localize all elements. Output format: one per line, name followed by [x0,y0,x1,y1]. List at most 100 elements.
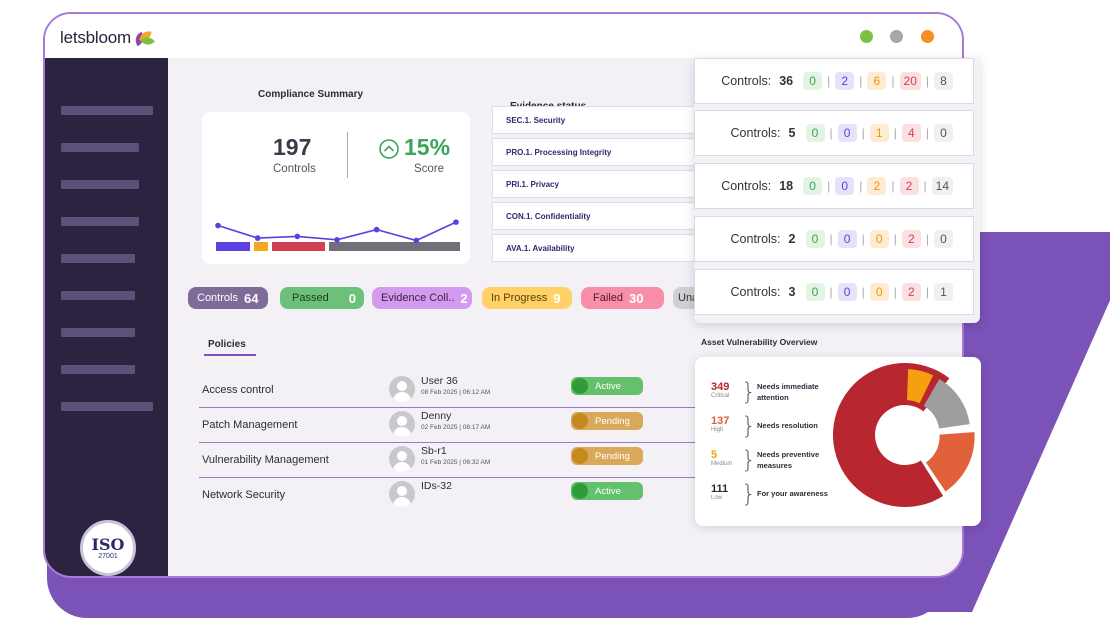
vuln-description: Needs preventive measures [757,450,820,470]
controls-label: Controls: [730,126,781,140]
brace-icon: } [741,480,757,508]
status-badge[interactable]: Active [571,377,643,395]
vuln-severity: Medium [711,461,733,467]
policy-owner: IDs-32 [421,480,452,492]
controls-row[interactable]: Controls: 36 0 | 2 | 6 | 20 | 8 [694,58,974,104]
trend-point [334,237,340,243]
controls-label: Controls: [730,232,781,246]
controls-row[interactable]: Controls: 18 0 | 0 | 2 | 2 | 14 [694,163,974,209]
chip-in-progress: 0 [869,283,889,301]
brand-logo[interactable]: letsbloom [60,28,155,48]
sidebar-item-2[interactable] [61,143,139,152]
progress-segment-red [272,242,325,251]
vulnerability-level-low: 111 Low } For your awareness [711,482,828,506]
policy-owner: Denny [421,410,452,422]
trend-line-chart [215,219,459,244]
pill-in-progress[interactable]: In Progress 9 [482,287,572,309]
status-text: Active [595,380,621,392]
controls-panel: Controls: 36 0 | 2 | 6 | 20 | 8 Controls: 5 … [694,58,980,323]
vuln-severity: High [711,427,724,433]
status-text: Pending [595,450,630,462]
brand-name: letsbloom [60,28,131,47]
policy-row[interactable]: Network Security IDs-32 Active [199,476,719,511]
evidence-item[interactable]: PRI.1. Privacy [492,170,702,198]
evidence-item[interactable]: CON.1. Confidentiality [492,202,702,230]
donut-slice-critical[interactable] [833,363,950,507]
sidebar-item-9[interactable] [61,402,153,411]
controls-total: 5 [788,126,796,140]
policy-row[interactable]: Vulnerability Management Sb-r1 01 Feb 20… [199,441,719,476]
vuln-severity: Critical [711,393,730,399]
vuln-count: 5 [711,449,718,461]
chip-unassigned: 8 [934,72,953,90]
donut-slice-low[interactable] [923,379,970,429]
chip-failed: 20 [899,72,921,90]
vulnerability-donut-chart [833,363,975,507]
controls-row[interactable]: Controls: 2 0 | 0 | 0 | 2 | 0 [694,216,974,262]
donut-slice-high[interactable] [925,432,975,492]
title-bar: letsbloom [45,14,962,58]
sidebar-item-4[interactable] [61,217,139,226]
sidebar-item-7[interactable] [61,328,135,337]
sidebar-item-1[interactable] [61,106,153,115]
chip-unassigned: 1 [934,283,953,301]
pill-controls[interactable]: Controls 64 [188,287,268,309]
vuln-count: 111 [711,483,729,495]
sidebar-item-6[interactable] [61,291,135,300]
sidebar: ISO 27001 [45,58,168,576]
status-text: Active [595,485,621,497]
donut-slice-medium[interactable] [907,369,934,404]
policy-owner: Sb-r1 [421,445,447,457]
score-value: 15% [404,134,451,160]
policy-row[interactable]: Patch Management Denny 02 Feb 2025 | 08:… [199,406,719,441]
sidebar-item-3[interactable] [61,180,139,189]
tab-policies[interactable]: Policies [208,339,246,350]
controls-label: Controls: [730,285,781,299]
vuln-severity: Low [711,495,723,501]
policy-name: Access control [202,384,274,396]
policy-date: 08 Feb 2025 | 06:12 AM [421,389,491,396]
trend-point [453,219,459,225]
window-dot-gray[interactable] [890,30,903,43]
sidebar-item-8[interactable] [61,365,135,374]
iso-certification-badge: ISO 27001 [80,520,136,576]
pill-label: Controls [197,292,238,304]
avatar [389,446,415,472]
window-dot-green[interactable] [860,30,873,43]
pill-passed[interactable]: Passed 0 [280,287,364,309]
pill-count: 0 [348,290,356,306]
pill-label: Failed [593,292,623,304]
brace-icon: } [741,412,757,440]
evidence-item[interactable]: AVA.1. Availability [492,234,702,262]
policy-name: Network Security [202,489,286,501]
chip-passed: 0 [805,283,825,301]
compliance-summary-title: Compliance Summary [258,89,364,100]
policy-name: Patch Management [202,419,298,431]
pill-count: 30 [628,290,644,306]
chip-in-review: 0 [837,283,857,301]
controls-count: 197 [273,134,312,160]
chip-failed: 2 [901,283,921,301]
controls-total: 36 [779,74,794,88]
window-dot-orange[interactable] [921,30,934,43]
pill-evidence-collected[interactable]: Evidence Coll.. 2 [372,287,472,309]
pill-label: In Progress [491,292,548,304]
sidebar-item-5[interactable] [61,254,135,263]
status-badge[interactable]: Pending [571,447,643,465]
progress-segment-blue [216,242,250,251]
evidence-item[interactable]: PRO.1. Processing Integrity [492,138,702,166]
chip-in-review: 0 [837,230,857,248]
status-badge[interactable]: Pending [571,412,643,430]
status-badge[interactable]: Active [571,482,643,500]
pill-failed[interactable]: Failed 30 [581,287,664,309]
vulnerability-level-high: 137 High } Needs resolution [711,414,818,438]
row-divider [199,407,709,408]
pill-label: Una [678,292,699,304]
controls-row[interactable]: Controls: 3 0 | 0 | 0 | 2 | 1 [694,269,974,315]
trend-point [294,233,301,240]
controls-row[interactable]: Controls: 5 0 | 0 | 1 | 4 | 0 [694,110,974,156]
pill-count: 2 [460,290,468,306]
policy-row[interactable]: Access control User 36 08 Feb 2025 | 06:… [199,371,719,406]
evidence-item[interactable]: SEC.1. Security [492,106,702,134]
policy-name: Vulnerability Management [202,454,329,466]
